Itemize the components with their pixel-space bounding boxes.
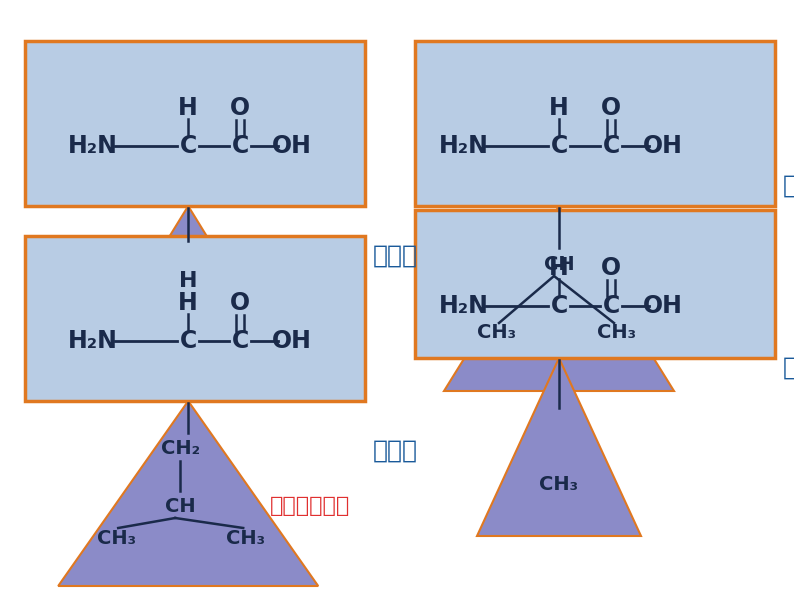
Text: H: H [179,96,198,120]
Text: 丙氨酸: 丙氨酸 [783,356,794,380]
Text: H₂N: H₂N [439,294,489,318]
Text: C: C [179,329,197,353]
Text: CH₃: CH₃ [539,474,579,493]
Text: H: H [549,96,569,120]
Text: O: O [601,256,621,280]
Text: H₂N: H₂N [68,329,118,353]
Text: 缬氨酸: 缬氨酸 [783,174,794,198]
Text: O: O [230,291,250,315]
Text: OH: OH [643,134,683,158]
Bar [25,41,365,206]
Text: CH₂: CH₂ [160,439,200,458]
Text: OH: OH [272,329,312,353]
Text: CH₃: CH₃ [97,529,136,548]
Text: H: H [179,291,198,315]
Text: C: C [232,134,249,158]
Text: O: O [601,96,621,120]
Text: O: O [230,96,250,120]
Bar [25,236,365,401]
Bar [415,41,775,206]
Text: 甘氨酸: 甘氨酸 [373,244,418,268]
Text: C: C [550,294,568,318]
Text: C: C [232,329,249,353]
Text: C: C [603,294,619,318]
Bar [415,210,775,358]
Text: C: C [179,134,197,158]
Text: OH: OH [643,294,683,318]
Text: CH: CH [544,254,574,274]
Text: C: C [603,134,619,158]
Polygon shape [444,206,674,391]
Text: H: H [179,271,198,291]
Text: C: C [550,134,568,158]
Text: H₂N: H₂N [439,134,489,158]
Text: CH₃: CH₃ [477,324,517,343]
Polygon shape [58,401,318,586]
Polygon shape [477,358,641,536]
Text: 亮氨酸: 亮氨酸 [373,439,418,463]
Text: 区别在哪儿？: 区别在哪儿？ [270,496,350,516]
Text: CH₃: CH₃ [225,529,264,548]
Text: CH: CH [165,496,195,516]
Text: H₂N: H₂N [68,134,118,158]
Text: CH₃: CH₃ [596,324,635,343]
Polygon shape [108,206,268,336]
Text: H: H [549,256,569,280]
Text: OH: OH [272,134,312,158]
